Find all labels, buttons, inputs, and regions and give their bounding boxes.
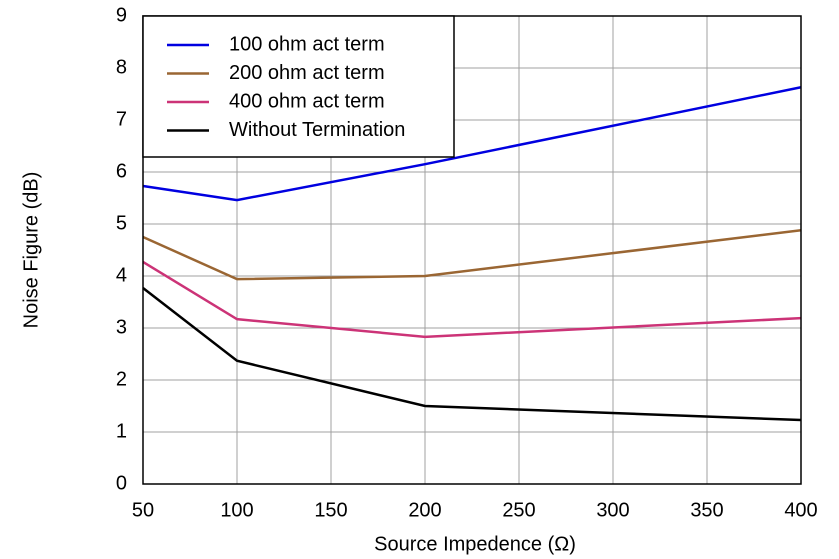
y-tick-label: 0 [116,472,127,494]
x-tick-label: 300 [596,499,629,521]
legend-label: Without Termination [229,119,405,141]
legend-label: 100 ohm act term [229,33,385,55]
y-tick-label: 2 [116,368,127,390]
y-tick-label: 5 [116,212,127,234]
y-tick-label: 8 [116,56,127,78]
series-line [142,86,802,202]
y-tick-label: 7 [116,108,127,130]
x-tick-label: 100 [220,499,253,521]
plot-frame [142,15,802,485]
series-line [142,228,802,281]
y-axis-label: Noise Figure (dB) [20,172,42,329]
series-line [142,286,802,422]
y-tick-label: 6 [116,160,127,182]
legend-label: 400 ohm act term [229,90,385,112]
legend-box [142,15,455,158]
x-tick-label: 350 [690,499,723,521]
x-tick-label: 200 [408,499,441,521]
series-line [142,260,802,339]
x-tick-label: 150 [314,499,347,521]
y-tick-label: 4 [116,264,127,286]
y-tick-label: 9 [116,4,127,26]
x-tick-label: 400 [784,499,817,521]
x-axis-label: Source Impedence (Ω) [374,533,576,555]
x-tick-label: 50 [132,499,154,521]
y-tick-label: 3 [116,316,127,338]
legend-label: 200 ohm act term [229,62,385,84]
y-tick-label: 1 [116,420,127,442]
x-tick-label: 250 [502,499,535,521]
